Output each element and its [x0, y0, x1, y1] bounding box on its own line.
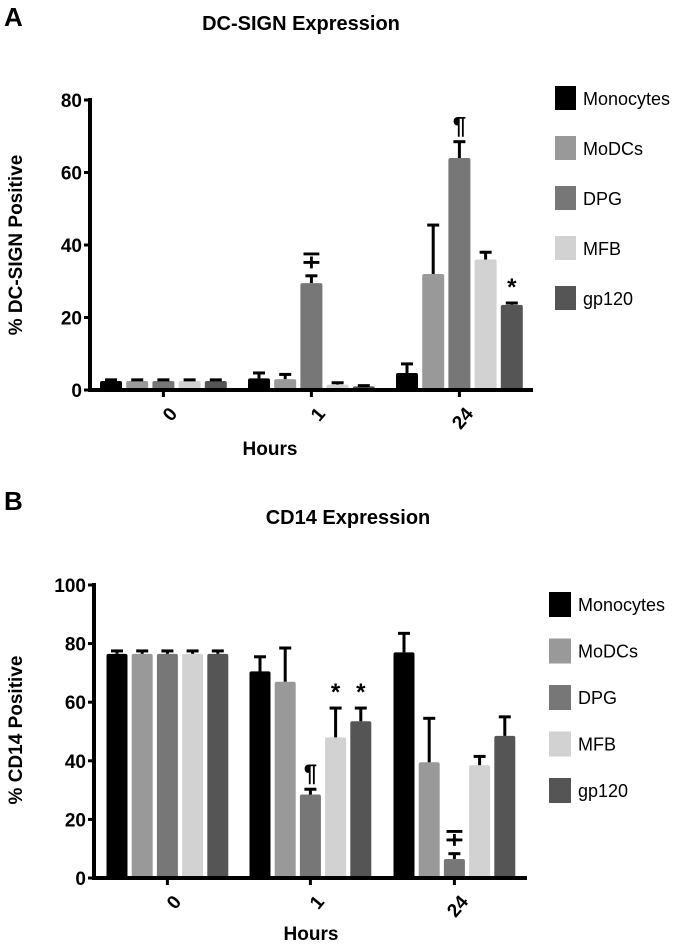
bar-gp120-0h	[207, 653, 229, 878]
legend-label: MFB	[583, 239, 621, 259]
y-tick-label: 80	[61, 91, 82, 112]
bar-dpg-24h	[443, 858, 465, 878]
bar-modcs-0h	[126, 380, 149, 390]
significance-marker: *	[507, 274, 517, 301]
legend-swatch-dpg	[549, 685, 571, 710]
bar-gp120-0h	[204, 380, 227, 390]
legend-label: MFB	[578, 735, 616, 755]
x-tick-label: 1	[307, 404, 330, 426]
significance-marker: ∓	[301, 247, 321, 274]
chart-title: CD14 Expression	[266, 507, 431, 529]
bar-dpg-24h	[448, 158, 471, 390]
bar-modcs-24h	[418, 762, 440, 878]
x-tick-label: 0	[163, 892, 186, 914]
y-tick-label: 20	[65, 810, 86, 831]
y-tick-label: 40	[61, 236, 82, 257]
bar-monocytes-24h	[396, 372, 418, 390]
bar-modcs-24h	[422, 274, 445, 390]
legend-swatch-monocytes	[555, 86, 576, 110]
legend-swatch-monocytes	[549, 592, 571, 617]
legend-swatch-modcs	[555, 136, 576, 160]
significance-marker: ∓	[444, 825, 464, 852]
bar-mfb-0h	[182, 653, 204, 878]
y-tick-label: 20	[61, 309, 82, 330]
bar-monocytes-24h	[393, 652, 415, 878]
bar-gp120-24h	[500, 304, 523, 390]
legend-label: Monocytes	[583, 89, 670, 109]
bar-gp120-24h	[494, 735, 516, 878]
y-tick-label: 100	[54, 576, 86, 597]
bar-dpg-1h	[299, 794, 321, 878]
x-tick-label: 24	[443, 892, 473, 922]
bar-monocytes-0h	[106, 653, 128, 878]
legend-label: MoDCs	[578, 642, 638, 662]
significance-marker: ¶	[304, 760, 317, 787]
x-axis-label: Hours	[243, 439, 298, 460]
bar-mfb-1h	[325, 737, 347, 878]
bar-modcs-0h	[131, 653, 153, 878]
bar-mfb-0h	[178, 380, 201, 390]
y-tick-label: 0	[71, 381, 82, 402]
chart-title: DC-SIGN Expression	[202, 13, 400, 35]
bar-dpg-0h	[156, 653, 178, 878]
legend-swatch-gp120	[549, 778, 571, 803]
y-axis-label: % DC-SIGN Positive	[6, 155, 27, 336]
x-tick-label: 1	[306, 892, 329, 914]
bar-monocytes-0h	[100, 380, 122, 390]
x-tick-label: 24	[448, 404, 478, 434]
chart-panel-a: A DC-SIGN Expression ∓ ¶ * 0 20 40 60 80 0 1 24 Hours…	[4, 2, 670, 460]
significance-marker: *	[331, 679, 341, 706]
y-tick-label: 60	[61, 164, 82, 185]
bar-modcs-1h	[274, 379, 297, 390]
bar-dpg-0h	[152, 380, 175, 390]
x-tick-label: 0	[159, 404, 182, 426]
bar-monocytes-1h	[249, 671, 271, 878]
bar-dpg-1h	[300, 283, 323, 390]
legend-label: gp120	[583, 289, 633, 309]
legend-swatch-modcs	[549, 638, 571, 664]
legend-label: DPG	[583, 189, 622, 209]
y-tick-label: 0	[75, 869, 86, 890]
legend-swatch-mfb	[549, 731, 571, 757]
bar-mfb-24h	[469, 765, 491, 878]
legend-swatch-dpg	[555, 186, 576, 210]
y-axis-label: % CD14 Positive	[6, 656, 27, 805]
bar-gp120-1h	[350, 721, 372, 878]
bar-modcs-1h	[274, 681, 296, 878]
y-tick-label: 40	[65, 752, 86, 773]
panel-letter: B	[4, 486, 23, 516]
panel-letter: A	[4, 2, 23, 32]
y-tick-label: 60	[65, 693, 86, 714]
legend-label: MoDCs	[583, 139, 643, 159]
legend-swatch-gp120	[555, 286, 576, 310]
legend-swatch-mfb	[555, 236, 576, 260]
legend-label: DPG	[578, 688, 617, 708]
legend-label: Monocytes	[578, 595, 665, 615]
chart-panel-b: B CD14 Expression ¶ * * ∓ 0 20 40 60 80 100 0 1 24 Hour…	[4, 486, 665, 945]
legend-label: gp120	[578, 781, 628, 801]
bar-monocytes-1h	[248, 378, 270, 390]
x-axis-label: Hours	[284, 924, 339, 945]
bar-mfb-24h	[474, 259, 497, 390]
y-tick-label: 80	[65, 635, 86, 656]
significance-marker: ¶	[453, 113, 466, 140]
significance-marker: *	[356, 679, 366, 706]
